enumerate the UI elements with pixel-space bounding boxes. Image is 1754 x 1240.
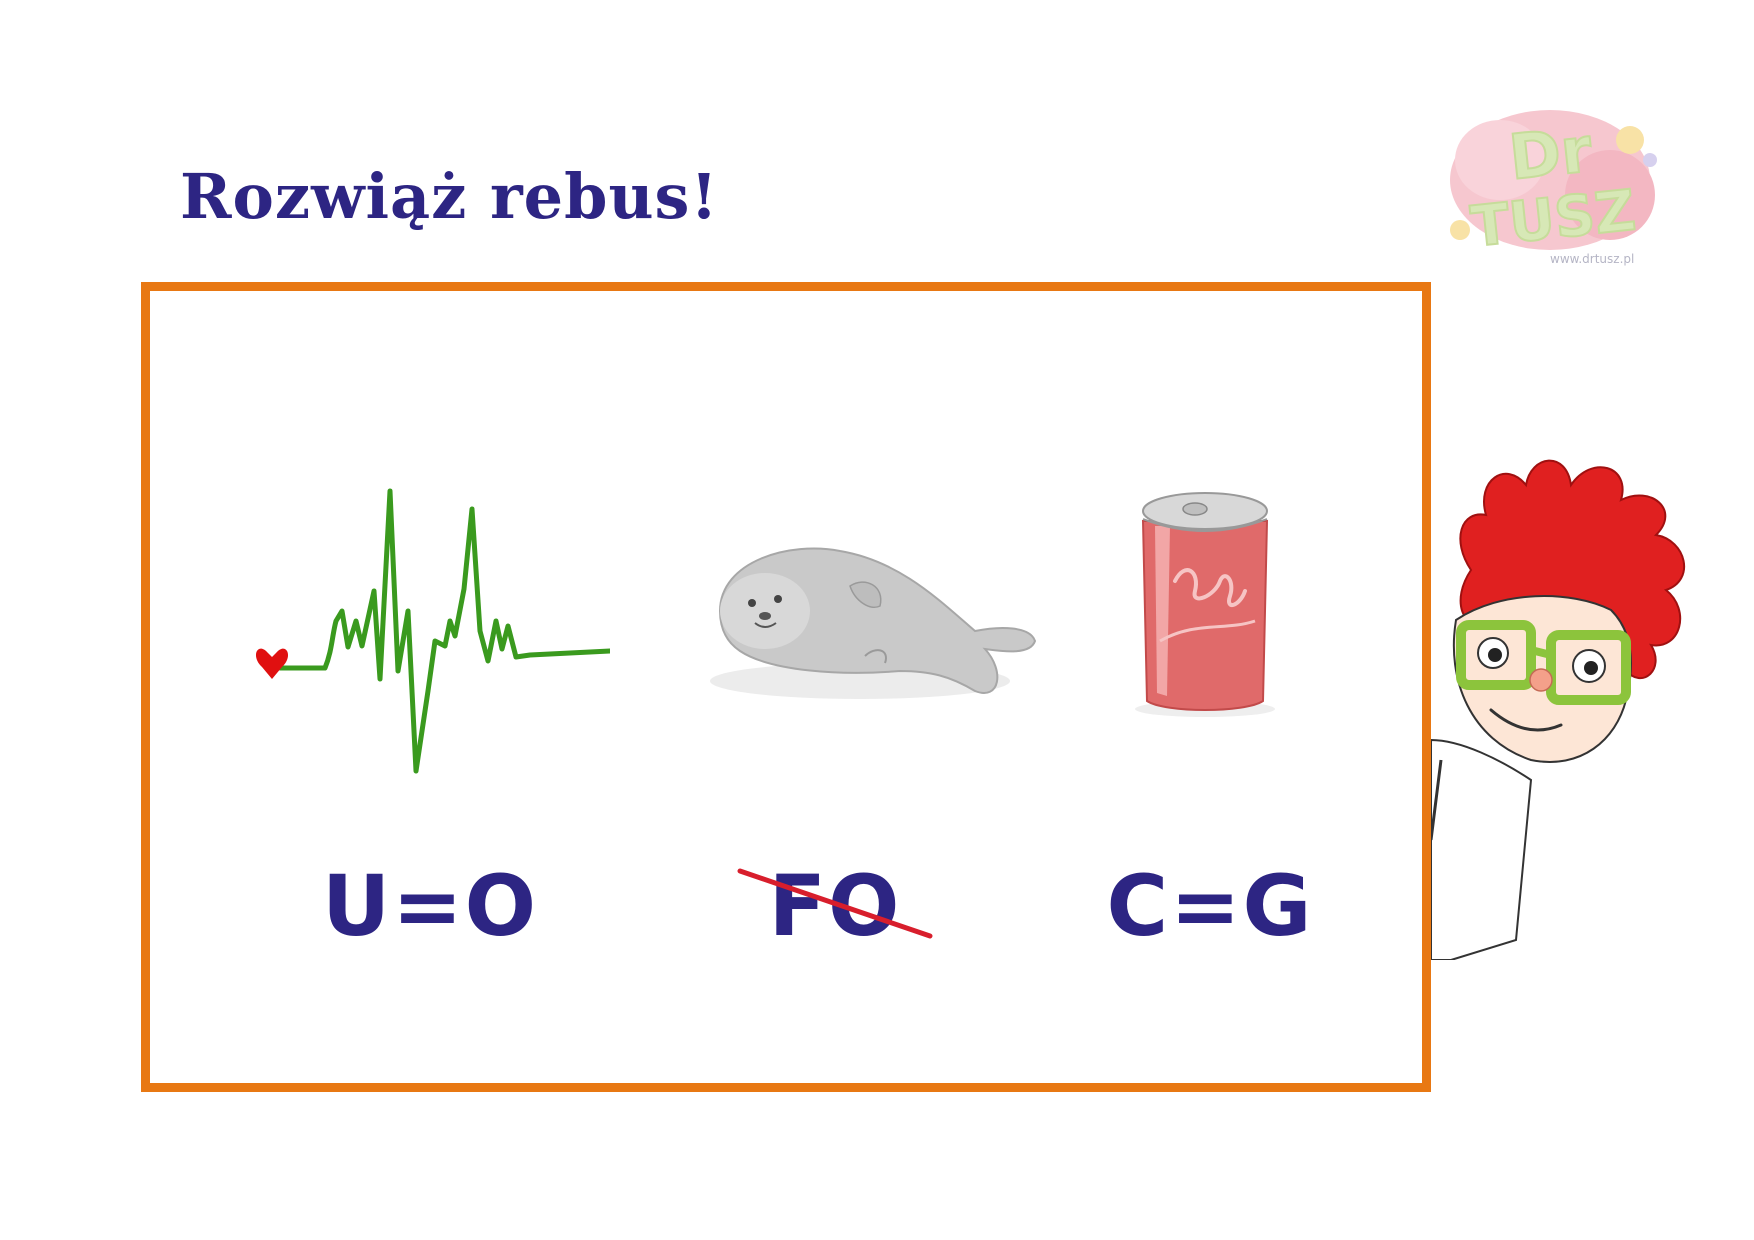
dr-tusz-logo: Dr TUSZ www.drtusz.pl bbox=[1450, 110, 1657, 266]
svg-text:TUSZ: TUSZ bbox=[1468, 178, 1639, 260]
heartbeat-icon bbox=[255, 488, 610, 774]
clue-text-3: C=G bbox=[1106, 857, 1314, 955]
svg-text:Dr: Dr bbox=[1506, 113, 1596, 194]
svg-text:www.drtusz.pl: www.drtusz.pl bbox=[1550, 252, 1634, 266]
strikethrough-line bbox=[737, 868, 933, 939]
heart-icon bbox=[255, 648, 289, 679]
page-title: Rozwiąż rebus! bbox=[180, 160, 719, 233]
clue-text-1: U=O bbox=[322, 857, 538, 955]
clue-text-2: FO bbox=[670, 856, 1000, 956]
rebus-frame: U=O FO C=G bbox=[141, 282, 1431, 1092]
seal-icon bbox=[710, 547, 1037, 699]
mascot-doctor-icon bbox=[1431, 459, 1685, 960]
soda-can-icon bbox=[1135, 492, 1275, 717]
